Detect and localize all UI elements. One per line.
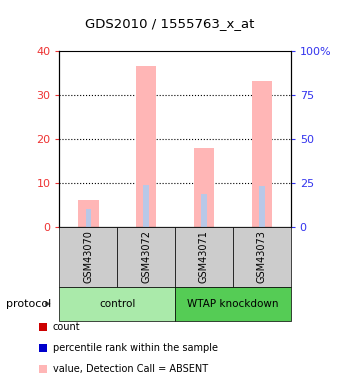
Text: control: control xyxy=(99,299,135,309)
Text: GSM43070: GSM43070 xyxy=(83,230,94,284)
Bar xyxy=(85,209,91,227)
Bar xyxy=(78,200,99,227)
Text: GSM43072: GSM43072 xyxy=(141,230,151,284)
Text: GDS2010 / 1555763_x_at: GDS2010 / 1555763_x_at xyxy=(85,17,255,30)
Bar xyxy=(136,66,156,227)
Text: GSM43073: GSM43073 xyxy=(257,230,267,284)
Bar xyxy=(252,81,272,227)
Bar xyxy=(143,186,149,227)
Text: value, Detection Call = ABSENT: value, Detection Call = ABSENT xyxy=(53,364,208,374)
Text: protocol: protocol xyxy=(6,299,51,309)
Text: GSM43071: GSM43071 xyxy=(199,230,209,284)
Bar xyxy=(201,194,207,227)
Bar xyxy=(259,186,265,227)
Text: percentile rank within the sample: percentile rank within the sample xyxy=(53,343,218,353)
Bar xyxy=(194,148,214,227)
Text: WTAP knockdown: WTAP knockdown xyxy=(187,299,279,309)
Text: count: count xyxy=(53,322,80,332)
FancyArrowPatch shape xyxy=(45,302,50,306)
